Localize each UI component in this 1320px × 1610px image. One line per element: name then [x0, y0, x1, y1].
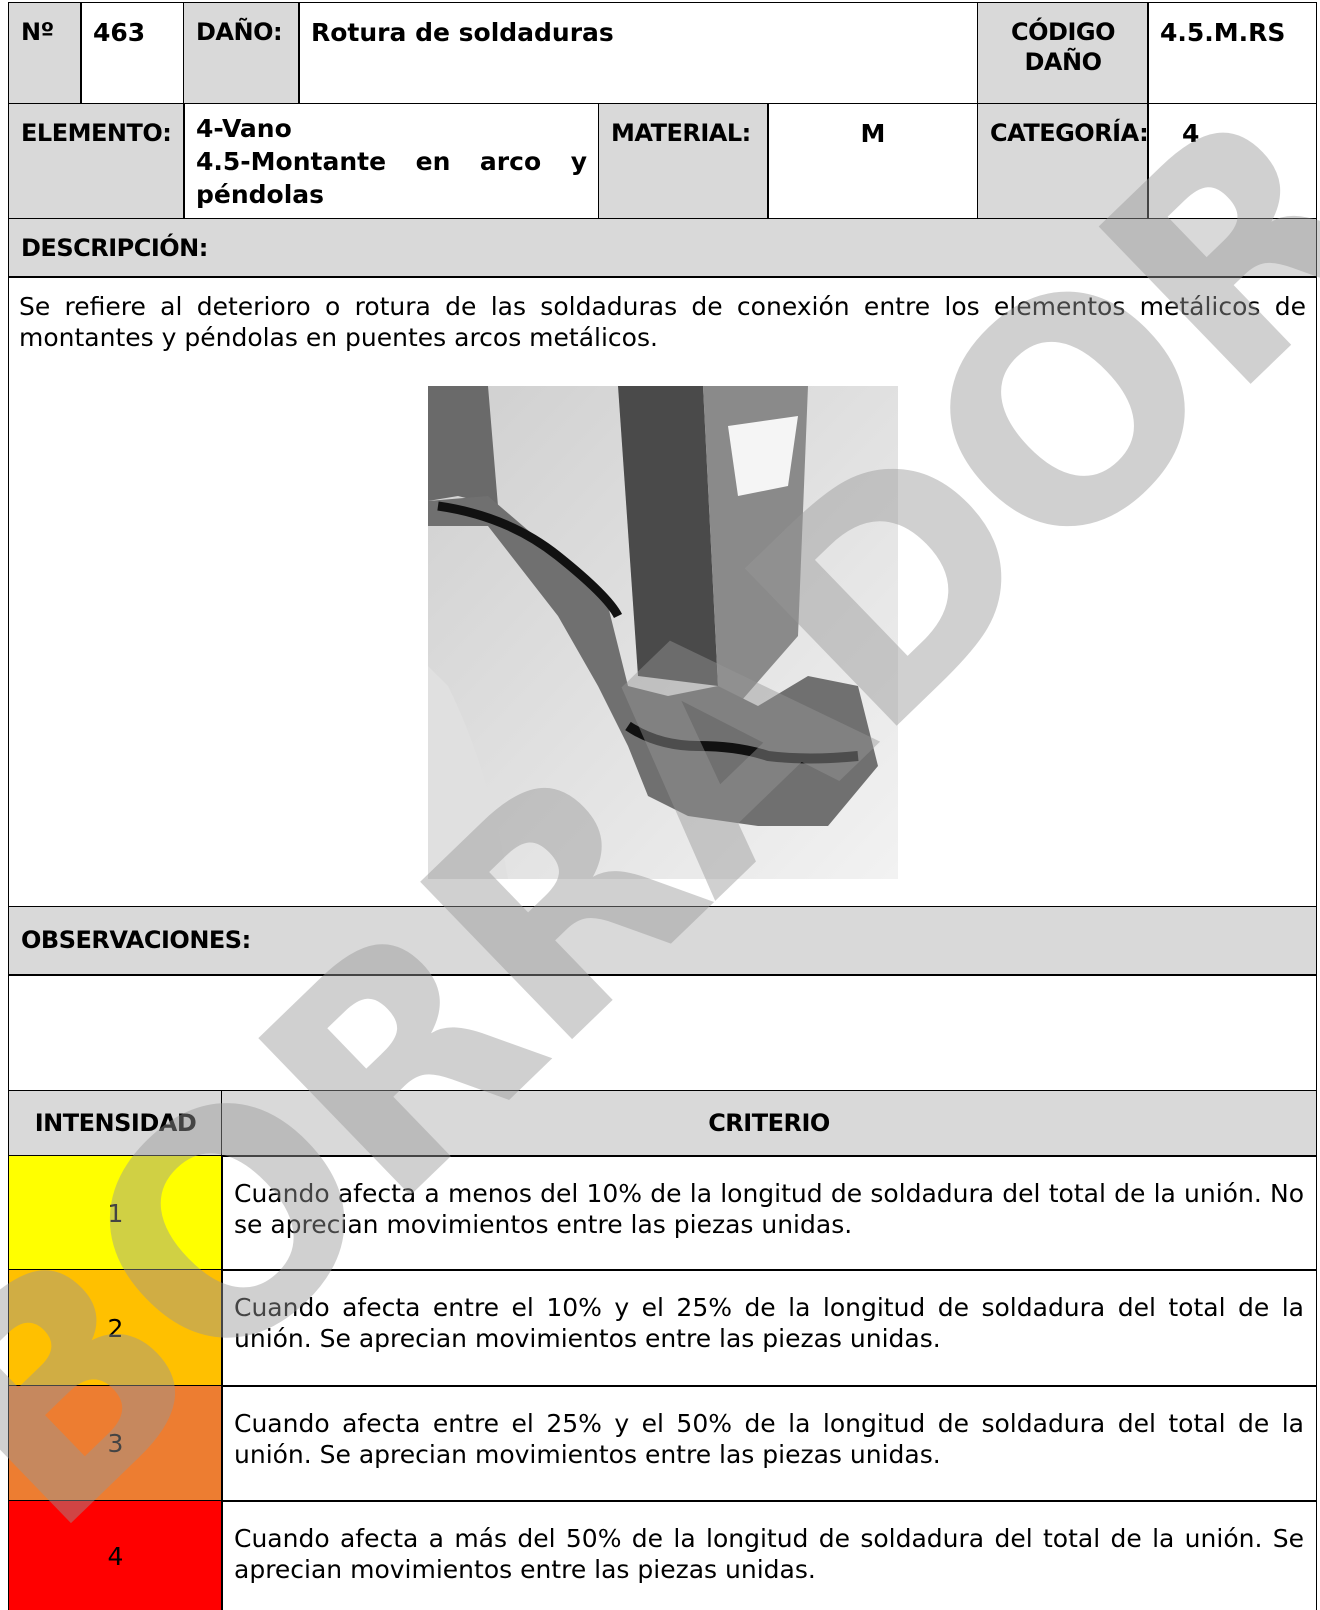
table-header: CRITERIO	[221, 1090, 1317, 1157]
codigo-label: CÓDIGO DAÑO	[977, 2, 1149, 104]
no-label: Nº	[8, 2, 82, 104]
no-value: 463	[80, 2, 185, 104]
photo	[428, 386, 898, 879]
dano-value: Rotura de soldaduras	[298, 2, 979, 104]
criterio-cell: Cuando afecta entre el 10% y el 25% de l…	[221, 1269, 1317, 1387]
descripcion-text: Se refiere al deterioro o rotura de las …	[19, 292, 1306, 352]
observaciones-label: OBSERVACIONES:	[8, 906, 1317, 976]
categoria-label: CATEGORÍA:	[977, 103, 1149, 220]
elemento-line: 4.5-Montante en arco y péndolas	[196, 147, 587, 209]
elemento-label: ELEMENTO:	[8, 103, 185, 220]
dano-label: DAÑO:	[183, 2, 300, 104]
level-cell: 1	[8, 1155, 223, 1271]
descripcion-label: DESCRIPCIÓN:	[8, 218, 1317, 278]
material-label: MATERIAL:	[598, 103, 769, 220]
material-value: M	[767, 103, 979, 220]
level-cell: 3	[8, 1385, 223, 1502]
criterio-cell: Cuando afecta a menos del 10% de la long…	[221, 1155, 1317, 1271]
criterio-cell: Cuando afecta entre el 25% y el 50% de l…	[221, 1385, 1317, 1502]
elemento-value: 4-Vano 4.5-Montante en arco y péndolas	[183, 103, 600, 220]
level-cell: 4	[8, 1500, 223, 1610]
level-cell: 2	[8, 1269, 223, 1387]
table-header: INTENSIDAD	[8, 1090, 223, 1157]
criterio-cell: Cuando afecta a más del 50% de la longit…	[221, 1500, 1317, 1610]
categoria-value: 4	[1147, 103, 1317, 220]
codigo-value: 4.5.M.RS	[1147, 2, 1317, 104]
elemento-line: 4-Vano	[196, 114, 292, 143]
observaciones-body	[8, 974, 1317, 1092]
descripcion-body: Se refiere al deterioro o rotura de las …	[8, 276, 1317, 908]
